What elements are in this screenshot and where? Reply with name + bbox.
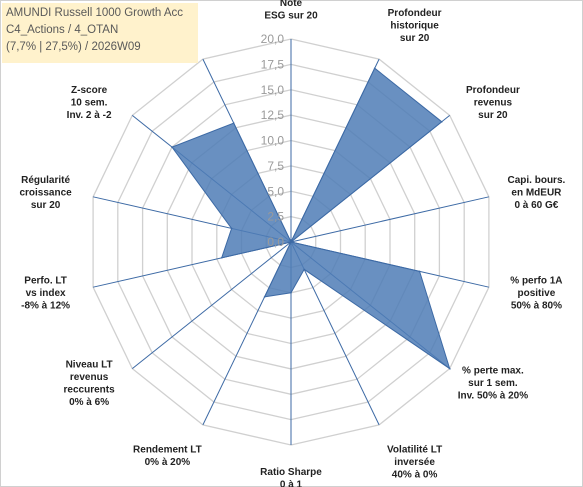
axis-label: Note ESG sur 20 [264, 0, 318, 22]
data-point [418, 270, 421, 273]
axis-label-line: 10 sem. [71, 98, 108, 109]
axis-label: Z-score 10 sem.Inv. 2 à -2 [67, 85, 112, 121]
axis-label-line: 0 à 60 G€ [514, 200, 558, 211]
axis-label-line: revenus [474, 98, 513, 109]
axis-label-line: 0% à 6% [69, 397, 109, 408]
tick-label: 17,5 [261, 57, 285, 71]
axis-label-line: reccurents [64, 384, 116, 395]
tick-label: 10,0 [261, 134, 285, 148]
axis-label-line: Profondeur [388, 8, 442, 19]
fund-name: AMUNDI Russell 1000 Growth Acc [6, 7, 184, 19]
axis-label-line: 40% à 0% [392, 470, 438, 481]
axis-label-line: positive [518, 288, 556, 299]
axis-label-line: sur 20 [400, 33, 430, 44]
axis-label-line: 50% à 80% [511, 300, 562, 311]
tick-label: 12,5 [261, 108, 285, 122]
tick-layer: 0,0 2,5 5,0 7,5 10,0 12,5 15,0 17,5 20,0 [261, 32, 285, 249]
axis-label-line: Ratio Sharpe [260, 467, 322, 478]
axis-label-line: Rendement LT [133, 445, 202, 456]
axis-label-line: Capi. bours. [508, 175, 566, 186]
tick-label: 2,5 [267, 210, 284, 224]
axis-label: Rendement LT0% à 20% [133, 445, 202, 469]
axis-label-line: 0 à 1 [280, 480, 303, 487]
tick-label: 0,0 [267, 235, 284, 249]
axis-label-line: sur 20 [31, 200, 61, 211]
axis-label-line: revenus [70, 372, 109, 383]
series-layer [171, 67, 451, 370]
axis-label-line: 0% à 20% [145, 457, 191, 468]
axis-label-line: Régularité [21, 175, 70, 186]
data-point [441, 121, 443, 123]
axis-label-line: sur 1 sem. [468, 378, 518, 389]
tick-label: 20,0 [261, 32, 285, 46]
axis-label-line: en MdEUR [511, 188, 562, 199]
axis-label-line: Inv. 2 à -2 [67, 110, 112, 121]
fund-stats-week: (7,7% | 27,5%) / 2026W09 [6, 41, 141, 53]
axis-label-line: Inv. 50% à 20% [458, 391, 529, 402]
data-point [448, 367, 451, 370]
fund-info-box: AMUNDI Russell 1000 Growth Acc C4_Action… [2, 3, 198, 63]
axis-label-line: Volatilité LT [387, 445, 442, 456]
axis-label-line: % perte max. [462, 366, 524, 377]
axis-label-line: vs index [26, 288, 66, 299]
axis-spoke [290, 196, 490, 243]
fund-category: C4_Actions / 4_OTAN [6, 24, 119, 36]
data-point [290, 241, 292, 243]
axis-label-line: Niveau LT [66, 359, 113, 370]
data-point [290, 292, 292, 294]
axis-label: % perte max.sur 1 sem. Inv. 50% à 20% [458, 366, 529, 402]
axis-label-line: inversée [394, 457, 435, 468]
data-point [171, 146, 173, 148]
axis-label-line: Z-score [71, 85, 108, 96]
data-point [232, 122, 235, 124]
tick-label: 5,0 [267, 184, 284, 198]
data-point [220, 257, 223, 259]
axis-spoke [290, 241, 380, 426]
data-point [263, 296, 266, 298]
data-point [303, 268, 306, 271]
axis-label-line: % perfo 1A [510, 275, 562, 286]
axis-label-line: Perfo. LT [24, 275, 67, 286]
tick-label: 15,0 [261, 83, 285, 97]
axis-label-line: Profondeur [466, 85, 520, 96]
axis-label-line: ESG sur 20 [264, 11, 318, 22]
data-point [373, 67, 376, 69]
axis-label-line: Note [280, 0, 303, 9]
axis-label-line: croissance [19, 188, 72, 199]
axis-label-line: -8% à 12% [21, 300, 70, 311]
axis-label: Perfo. LT vs index-8% à 12% [21, 275, 70, 311]
tick-label: 7,5 [267, 159, 284, 173]
axis-label-line: historique [390, 20, 439, 31]
axis-label: Ratio Sharpe 0 à 1 [260, 467, 322, 487]
axis-spoke [131, 241, 292, 369]
data-point [230, 227, 233, 230]
axis-label-line: sur 20 [478, 110, 508, 121]
